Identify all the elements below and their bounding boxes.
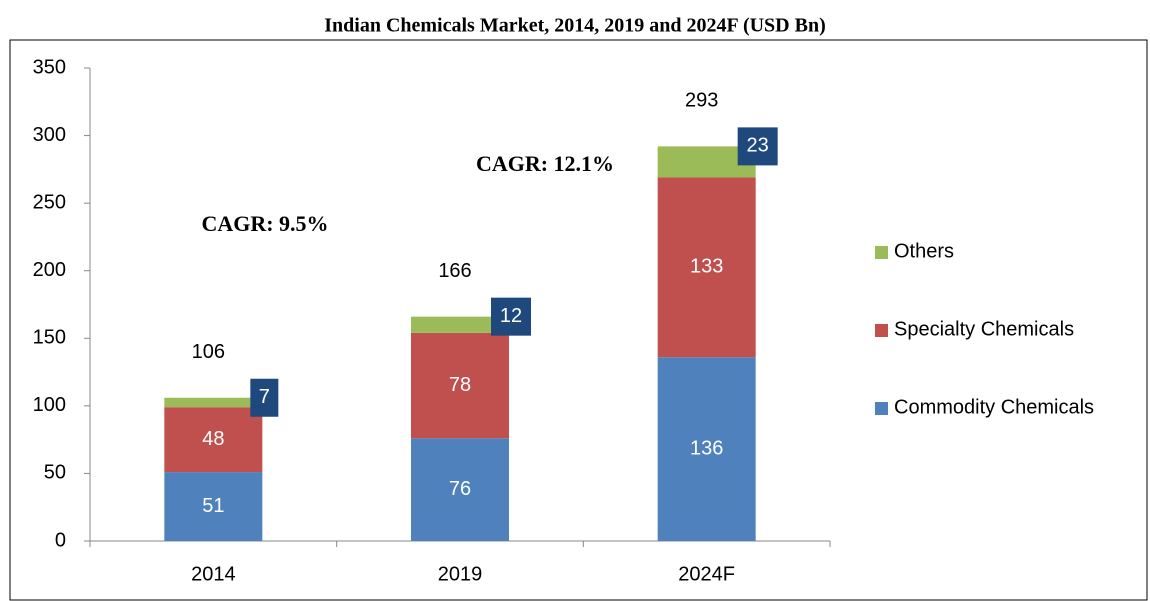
bar-segment	[411, 316, 509, 333]
legend-label: Commodity Chemicals	[894, 396, 1094, 418]
legend-swatch	[875, 324, 888, 337]
value-label: 133	[690, 256, 723, 278]
bar-segment	[411, 438, 509, 541]
bar-segment	[657, 357, 756, 541]
total-label: 166	[438, 260, 471, 282]
bar-segment	[411, 332, 509, 439]
value-label: 7	[259, 386, 270, 408]
legend-label: Specialty Chemicals	[894, 318, 1074, 340]
legend-swatch	[875, 246, 888, 259]
annotation: CAGR: 12.1%	[476, 151, 614, 176]
bar-segment	[164, 472, 263, 541]
value-label: 48	[202, 428, 224, 450]
legend-swatch	[875, 402, 888, 415]
total-label: 106	[192, 341, 225, 363]
chart-border	[9, 39, 1148, 601]
y-tick-label: 150	[33, 327, 66, 349]
y-tick-label: 100	[33, 394, 66, 416]
bar-segment	[164, 407, 263, 473]
x-tick-label: 2024F	[678, 563, 735, 585]
y-tick-label: 200	[33, 259, 66, 281]
value-label: 12	[500, 305, 522, 327]
y-tick-label: 0	[55, 529, 66, 551]
x-tick-label: 2014	[191, 563, 236, 585]
value-label: 76	[449, 478, 471, 500]
value-label: 78	[449, 374, 471, 396]
value-label: 51	[202, 495, 224, 517]
chart-title: Indian Chemicals Market, 2014, 2019 and …	[324, 15, 826, 37]
legend-label: Others	[894, 240, 954, 262]
value-label-box	[737, 127, 778, 166]
value-label-box	[491, 297, 531, 336]
value-label-box	[250, 378, 279, 417]
bar-segment	[164, 397, 263, 408]
y-tick-label: 50	[44, 462, 66, 484]
y-tick-label: 350	[33, 56, 66, 78]
value-label: 136	[690, 437, 723, 459]
annotation: CAGR: 9.5%	[201, 211, 328, 236]
value-label: 23	[747, 135, 769, 157]
bar-segment	[657, 177, 756, 358]
y-tick-label: 250	[33, 191, 66, 213]
total-label: 293	[685, 90, 718, 112]
y-tick-label: 300	[33, 124, 66, 146]
x-tick-label: 2019	[438, 563, 483, 585]
